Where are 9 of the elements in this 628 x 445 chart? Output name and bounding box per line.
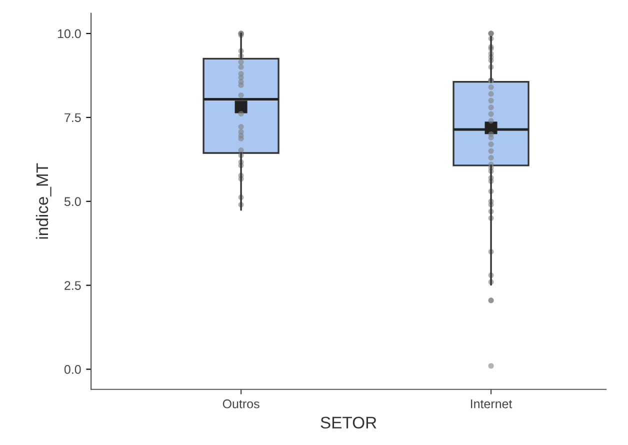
- y-tick-label: 5.0: [64, 197, 81, 206]
- x-tick-label: Outros: [222, 399, 260, 408]
- x-tick-label: Internet: [470, 400, 512, 408]
- x-axis-title: SETOR: [320, 416, 376, 429]
- y-tick-label: 10.0: [58, 29, 81, 38]
- y-axis-title: indice_MT: [36, 163, 52, 239]
- y-tick-label: 0.0: [64, 365, 81, 374]
- y-tick-label: 7.5: [64, 113, 81, 122]
- y-tick-label: 2.5: [64, 281, 81, 290]
